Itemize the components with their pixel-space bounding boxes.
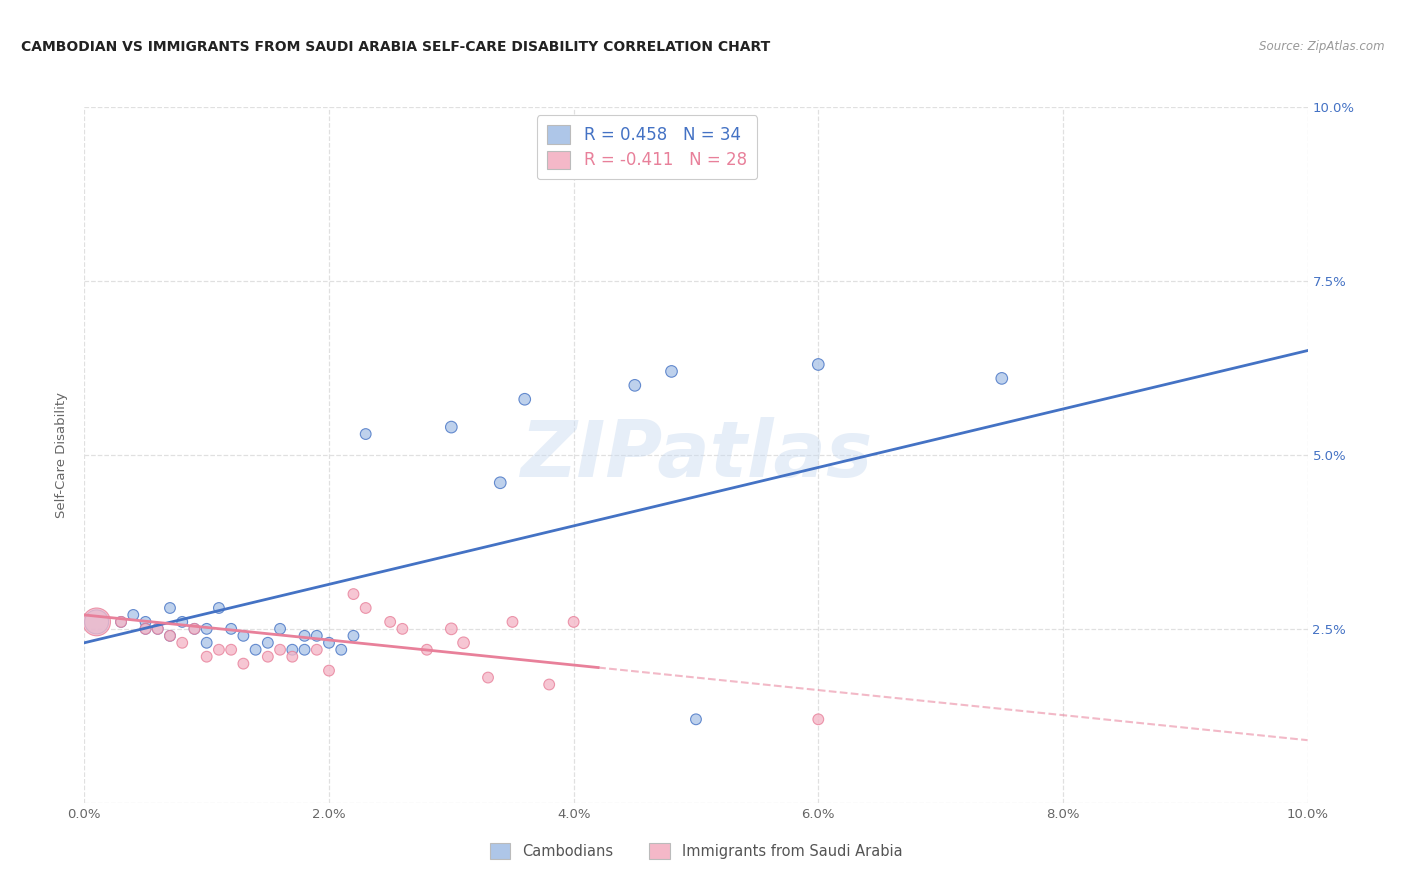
Point [380, 615, 402, 629]
Point [135, 622, 157, 636]
Point [562, 615, 585, 629]
Y-axis label: Self-Care Disability: Self-Care Disability [55, 392, 69, 518]
Point [281, 649, 304, 664]
Text: CAMBODIAN VS IMMIGRANTS FROM SAUDI ARABIA SELF-CARE DISABILITY CORRELATION CHART: CAMBODIAN VS IMMIGRANTS FROM SAUDI ARABI… [21, 40, 770, 54]
Point [245, 642, 267, 657]
Point [195, 649, 218, 664]
Text: Source: ZipAtlas.com: Source: ZipAtlas.com [1260, 40, 1385, 54]
Point [416, 642, 439, 657]
Point [330, 642, 353, 657]
Point [159, 601, 181, 615]
Point [502, 615, 524, 629]
Point [195, 622, 218, 636]
Point [489, 475, 512, 490]
Point [159, 629, 181, 643]
Point [110, 615, 132, 629]
Point [624, 378, 647, 392]
Point [122, 607, 145, 622]
Point [305, 629, 328, 643]
Point [440, 420, 463, 434]
Point [172, 636, 194, 650]
Point [135, 615, 157, 629]
Point [146, 622, 169, 636]
Point [354, 601, 377, 615]
Point [477, 671, 499, 685]
Point [146, 622, 169, 636]
Point [257, 649, 280, 664]
Point [183, 622, 205, 636]
Point [991, 371, 1014, 385]
Point [232, 629, 254, 643]
Point [354, 427, 377, 442]
Point [661, 364, 683, 378]
Point [269, 622, 291, 636]
Point [208, 601, 231, 615]
Point [86, 615, 108, 629]
Point [440, 622, 463, 636]
Point [219, 622, 242, 636]
Point [342, 629, 364, 643]
Point [513, 392, 536, 407]
Point [86, 615, 108, 629]
Point [807, 358, 830, 372]
Point [538, 677, 561, 691]
Point [110, 615, 132, 629]
Point [219, 642, 242, 657]
Point [391, 622, 413, 636]
Point [807, 712, 830, 726]
Point [281, 642, 304, 657]
Point [342, 587, 364, 601]
Point [294, 642, 316, 657]
Point [208, 642, 231, 657]
Point [685, 712, 707, 726]
Point [172, 615, 194, 629]
Point [453, 636, 475, 650]
Point [318, 664, 340, 678]
Point [159, 629, 181, 643]
Point [232, 657, 254, 671]
Point [318, 636, 340, 650]
Point [257, 636, 280, 650]
Point [195, 636, 218, 650]
Point [294, 629, 316, 643]
Point [183, 622, 205, 636]
Point [305, 642, 328, 657]
Legend: Cambodians, Immigrants from Saudi Arabia: Cambodians, Immigrants from Saudi Arabia [484, 838, 908, 865]
Point [269, 642, 291, 657]
Text: ZIPatlas: ZIPatlas [520, 417, 872, 493]
Point [135, 622, 157, 636]
